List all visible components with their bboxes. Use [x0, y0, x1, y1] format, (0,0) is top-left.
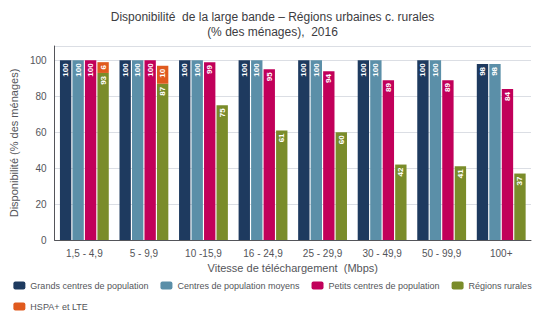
svg-text:100: 100	[133, 63, 142, 77]
svg-text:HSPA+ et LTE: HSPA+ et LTE	[30, 302, 87, 312]
svg-text:84: 84	[503, 92, 512, 101]
svg-text:41: 41	[456, 169, 465, 178]
svg-text:100: 100	[299, 63, 308, 77]
svg-text:10: 10	[158, 68, 167, 77]
svg-text:60: 60	[35, 127, 47, 138]
svg-text:100: 100	[86, 63, 95, 77]
svg-text:5 - 9,9: 5 - 9,9	[130, 248, 159, 259]
svg-text:20: 20	[35, 199, 47, 210]
svg-text:6: 6	[99, 65, 108, 70]
svg-text:98: 98	[490, 66, 499, 75]
svg-text:25 - 29,9: 25 - 29,9	[303, 248, 343, 259]
svg-text:95: 95	[265, 72, 274, 81]
svg-text:93: 93	[99, 75, 108, 84]
svg-text:Disponibilité de la large ban: Disponibilité de la large bande – Région…	[111, 10, 435, 24]
svg-text:1,5 - 4,9: 1,5 - 4,9	[66, 248, 103, 259]
svg-text:60: 60	[337, 135, 346, 144]
svg-text:42: 42	[396, 167, 405, 176]
svg-text:16 - 24,9: 16 - 24,9	[243, 248, 283, 259]
svg-text:50 - 99,9: 50 - 99,9	[422, 248, 462, 259]
svg-text:99: 99	[205, 65, 214, 74]
svg-text:(% des ménages), 2016: (% des ménages), 2016	[207, 25, 338, 39]
svg-text:89: 89	[384, 83, 393, 92]
svg-text:0: 0	[41, 235, 47, 246]
svg-text:Régions rurales: Régions rurales	[469, 281, 533, 291]
svg-text:100: 100	[359, 63, 368, 77]
svg-text:100: 100	[121, 63, 130, 77]
svg-text:37: 37	[515, 176, 524, 185]
svg-text:Centres de population moyens: Centres de population moyens	[177, 281, 300, 291]
svg-text:100: 100	[180, 63, 189, 77]
svg-text:100: 100	[418, 63, 427, 77]
svg-text:100: 100	[30, 55, 47, 66]
svg-text:10 -15,9: 10 -15,9	[185, 248, 222, 259]
svg-text:100: 100	[371, 63, 380, 77]
svg-text:100: 100	[252, 63, 261, 77]
svg-text:Vitesse de téléchargement (Mb: Vitesse de téléchargement (Mbps)	[208, 262, 378, 274]
svg-text:40: 40	[35, 163, 47, 174]
svg-text:61: 61	[277, 133, 286, 142]
svg-text:30 - 49,9: 30 - 49,9	[362, 248, 402, 259]
svg-text:Petits centres de population: Petits centres de population	[329, 281, 440, 291]
svg-text:Grands centres de population: Grands centres de population	[30, 281, 148, 291]
svg-text:100: 100	[312, 63, 321, 77]
svg-text:100: 100	[240, 63, 249, 77]
svg-text:100: 100	[193, 63, 202, 77]
svg-text:98: 98	[478, 66, 487, 75]
svg-text:89: 89	[443, 83, 452, 92]
svg-text:100: 100	[74, 63, 83, 77]
svg-text:Disponibilité (% des ménages): Disponibilité (% des ménages)	[8, 69, 20, 218]
svg-text:100: 100	[431, 63, 440, 77]
svg-text:100: 100	[146, 63, 155, 77]
svg-text:94: 94	[324, 74, 333, 83]
svg-text:75: 75	[218, 108, 227, 117]
svg-text:87: 87	[158, 86, 167, 95]
svg-text:80: 80	[35, 91, 47, 102]
svg-text:100+: 100+	[490, 248, 513, 259]
svg-text:100: 100	[61, 63, 70, 77]
